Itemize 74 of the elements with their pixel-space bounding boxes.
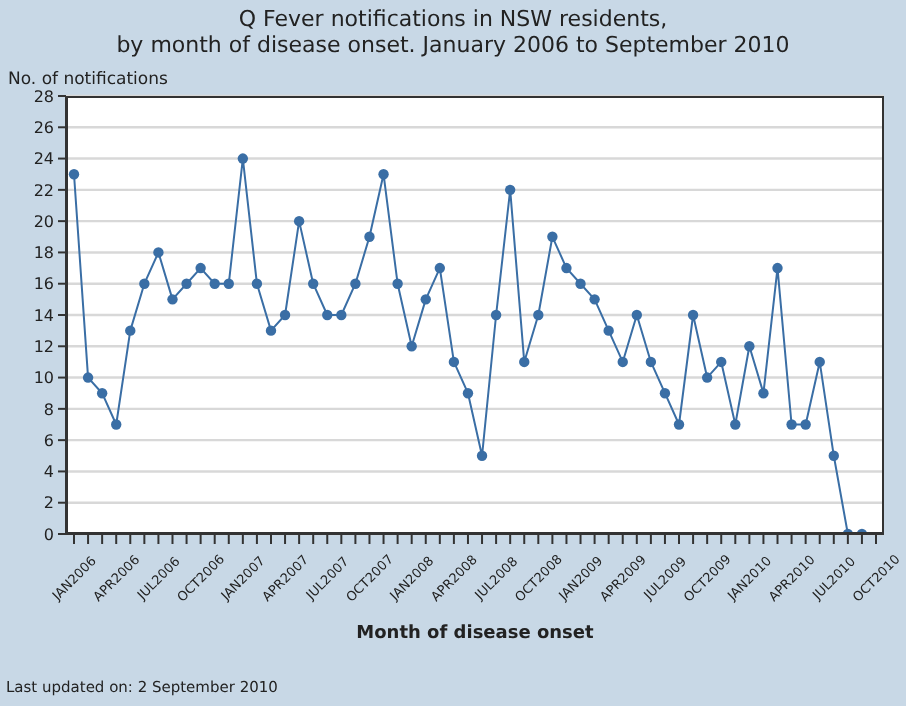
point [575, 278, 586, 289]
point [744, 341, 755, 352]
point [378, 169, 389, 180]
point [322, 309, 333, 321]
point [533, 309, 544, 321]
point [336, 309, 347, 321]
y-tick-label: 18 [33, 244, 54, 263]
point [476, 450, 488, 461]
point [490, 309, 502, 321]
point [350, 278, 361, 289]
point [111, 419, 122, 430]
point [631, 309, 643, 321]
point [251, 278, 263, 289]
point [364, 231, 375, 242]
point [716, 356, 727, 368]
y-tick-label: 4 [43, 463, 54, 482]
point [617, 356, 628, 368]
point [659, 388, 671, 399]
chart-title: Q Fever notifications in NSW residents, [236, 6, 670, 32]
point [293, 215, 305, 227]
y-tick-label: 10 [33, 369, 54, 388]
point [730, 419, 741, 430]
point [96, 388, 108, 399]
y-tick-label: 20 [33, 212, 54, 231]
point [82, 372, 94, 383]
y-tick-label: 6 [43, 431, 54, 450]
point [589, 294, 600, 305]
point [434, 262, 446, 274]
y-tick-label: 16 [33, 275, 54, 294]
chart-subtitle: by month of disease onset. January 2006 to September 2010 [114, 32, 792, 58]
point [673, 419, 685, 430]
y-tick-label: 14 [33, 306, 54, 325]
x-axis-title: Month of disease onset [354, 624, 596, 644]
point [462, 388, 474, 399]
y-tick-label: 0 [43, 525, 54, 544]
point [139, 278, 150, 289]
point [772, 262, 783, 274]
point [420, 294, 431, 305]
point [406, 341, 417, 352]
point [265, 325, 277, 336]
point [279, 309, 291, 321]
point [392, 278, 403, 289]
point [209, 278, 220, 289]
point [786, 419, 797, 430]
point [603, 325, 614, 336]
point [125, 325, 136, 336]
y-tick-label: 26 [33, 118, 54, 137]
y-tick-label: 12 [33, 337, 54, 356]
y-tick-label: 8 [43, 400, 54, 419]
point [701, 372, 713, 383]
point [547, 231, 558, 242]
point [504, 184, 516, 196]
point [237, 153, 249, 164]
point [153, 247, 164, 258]
y-tick-label: 28 [33, 87, 54, 106]
point [561, 262, 572, 274]
y-tick-label: 22 [33, 181, 54, 200]
y-tick-label: 24 [33, 150, 54, 169]
point [195, 262, 206, 274]
point [687, 309, 699, 321]
point [307, 278, 319, 289]
point [758, 388, 769, 399]
point [814, 356, 825, 368]
point [448, 356, 460, 368]
y-tick-label: 2 [43, 494, 54, 513]
point [181, 278, 192, 289]
point [68, 169, 80, 180]
point [519, 356, 530, 368]
point [828, 450, 839, 461]
point [167, 294, 178, 305]
point [223, 278, 234, 289]
point [645, 356, 657, 368]
point [800, 419, 811, 430]
y-axis-title: No. of notifications [8, 70, 168, 90]
